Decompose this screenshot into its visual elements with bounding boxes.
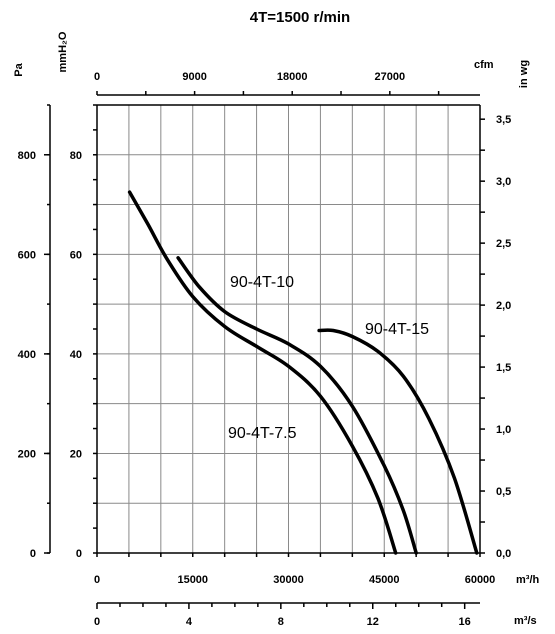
inwg-tick-label: 3,5 <box>496 114 511 126</box>
performance-curves <box>127 190 479 555</box>
pa-tick-label: 600 <box>18 249 36 261</box>
curve-90-4T-7.5 <box>127 190 398 555</box>
mmh2o-tick-label: 0 <box>76 548 82 560</box>
m3h-tick-label: 15000 <box>177 574 208 586</box>
mmh2o-axis-unit: mmH₂O <box>57 31 69 72</box>
cfm-tick-label: 9000 <box>182 71 206 83</box>
cfm-tick-label: 0 <box>94 71 100 83</box>
m3s-tick-label: 16 <box>459 616 471 628</box>
inwg-tick-label: 1,5 <box>496 362 511 374</box>
mmh2o-tick-label: 60 <box>70 249 82 261</box>
cfm-tick-label: 18000 <box>277 71 308 83</box>
chart-title: 4T=1500 r/min <box>250 9 350 26</box>
series-label: 90-4T-7.5 <box>228 425 297 442</box>
m3s-tick-label: 12 <box>367 616 379 628</box>
inwg-tick-label: 2,5 <box>496 238 511 250</box>
mmh2o-tick-label: 40 <box>70 349 82 361</box>
m3h-tick-label: 0 <box>94 574 100 586</box>
m3h-tick-label: 45000 <box>369 574 400 586</box>
curve-90-4T-10 <box>176 256 418 555</box>
axis-labels: 0200400600800Pa020406080mmH₂O0,00,51,01,… <box>13 31 540 628</box>
series-label: 90-4T-10 <box>230 274 294 291</box>
pa-tick-label: 0 <box>30 548 36 560</box>
pa-tick-label: 200 <box>18 448 36 460</box>
inwg-axis-unit: in wg <box>518 60 530 88</box>
series-labels: 90-4T-7.5 90-4T-10 90-4T-15 <box>228 274 429 442</box>
inwg-tick-label: 0,5 <box>496 486 511 498</box>
pa-axis-unit: Pa <box>13 62 25 76</box>
m3h-axis-unit: m³/h <box>516 574 540 586</box>
chart-axes <box>44 91 485 609</box>
cfm-tick-label: 27000 <box>375 71 406 83</box>
chart-grid <box>97 105 480 553</box>
mmh2o-tick-label: 20 <box>70 448 82 460</box>
m3h-tick-label: 60000 <box>465 574 496 586</box>
series-label: 90-4T-15 <box>365 321 429 338</box>
m3s-axis-unit: m³/s <box>514 615 537 627</box>
cfm-axis-unit: cfm <box>474 59 494 71</box>
inwg-tick-label: 0,0 <box>496 548 511 560</box>
inwg-tick-label: 3,0 <box>496 176 511 188</box>
m3h-tick-label: 30000 <box>273 574 304 586</box>
pa-tick-label: 400 <box>18 349 36 361</box>
m3s-tick-label: 8 <box>278 616 284 628</box>
m3s-tick-label: 4 <box>186 616 193 628</box>
m3s-tick-label: 0 <box>94 616 100 628</box>
inwg-tick-label: 2,0 <box>496 300 511 312</box>
inwg-tick-label: 1,0 <box>496 424 511 436</box>
mmh2o-tick-label: 80 <box>70 150 82 162</box>
pa-tick-label: 800 <box>18 150 36 162</box>
curve-90-4T-15 <box>317 328 479 555</box>
